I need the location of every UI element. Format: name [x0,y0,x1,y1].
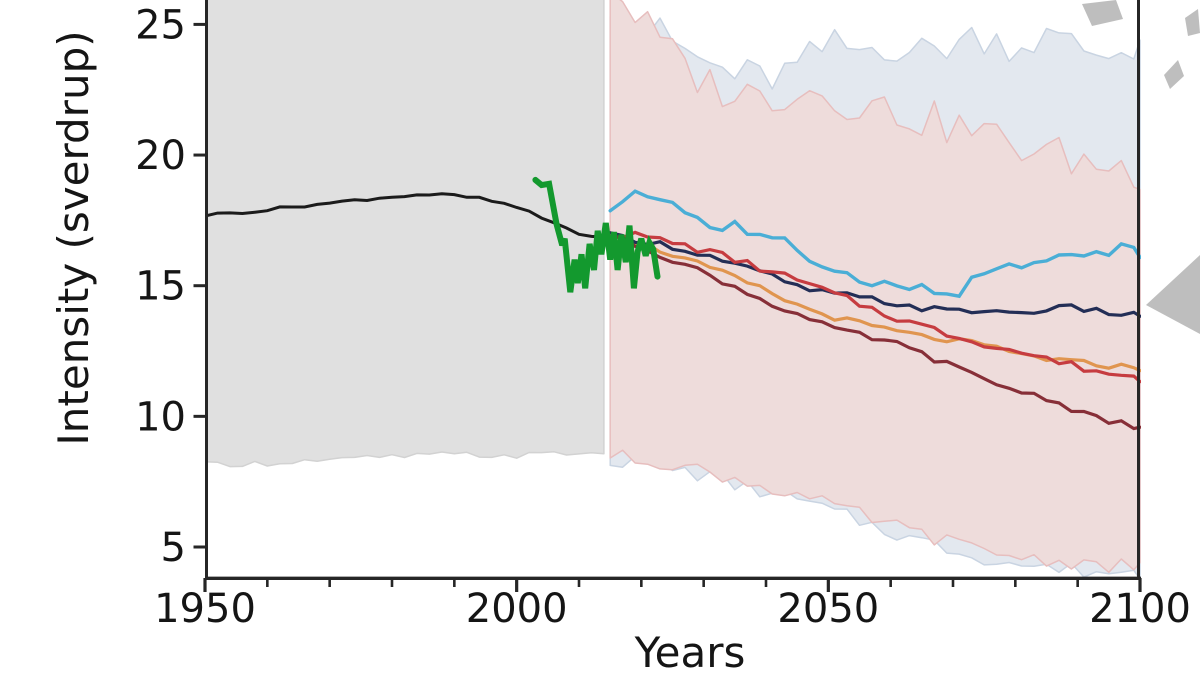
watermark-shape [1146,255,1200,334]
series-scenario-dark-red [608,235,1141,431]
axes-and-ticks: 25 20 15 10 5 1950 2000 2050 2100 [135,0,1191,632]
x-tick-label: 1950 [154,586,256,632]
x-tick-label: 2100 [1089,586,1191,632]
watermark-shape [1082,0,1123,26]
y-tick-label: 20 [135,133,186,179]
band-historical-ensemble-spread-gray [205,0,605,468]
x-axis-label: Years [634,628,746,675]
y-tick-label: 10 [135,394,186,440]
uncertainty-bands [205,0,1141,577]
y-tick-label: 15 [135,264,186,310]
y-tick-label: 5 [161,525,186,571]
y-axis-label: Intensity (sverdrup) [49,30,98,445]
series-observations-green [532,176,661,293]
series-scenario-orange [608,238,1141,373]
data-series-lines [205,176,1141,431]
watermark-shape [1185,9,1200,36]
series-scenario-light-blue [608,189,1141,299]
x-tick-label: 2000 [466,586,568,632]
y-tick-label: 25 [135,2,186,48]
watermark-shape [1164,60,1184,89]
series-scenario-red [608,230,1141,384]
watermark-fragments [1082,0,1200,334]
series-historical-mean-black [205,192,606,239]
series-scenario-navy [608,231,1141,318]
x-tick-label: 2050 [777,586,879,632]
